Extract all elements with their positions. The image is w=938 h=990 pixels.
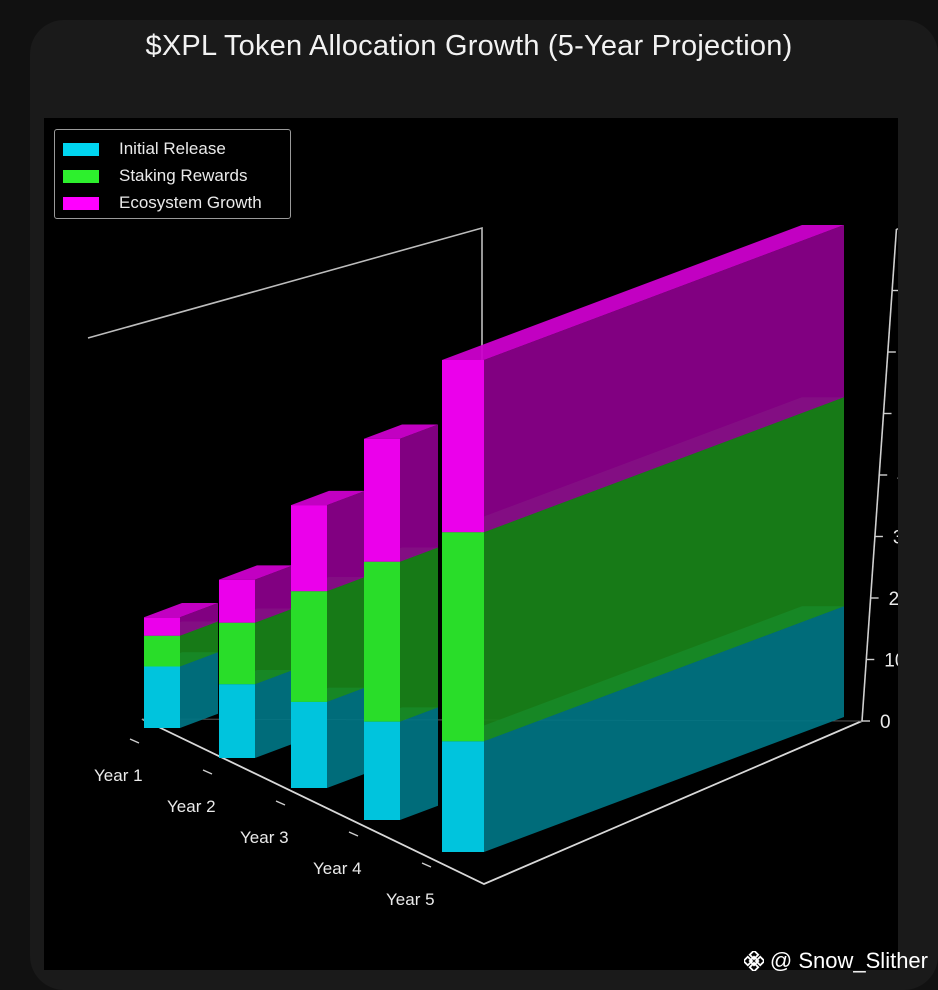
- chart-legend: Initial Release Staking Rewards Ecosyste…: [54, 129, 291, 219]
- x-tick-label: Year 3: [240, 828, 289, 847]
- binance-logo-icon: [743, 951, 764, 971]
- chart-title: $XPL Token Allocation Growth (5-Year Pro…: [145, 30, 793, 62]
- bar-side-staking-rewards-year-4: [400, 547, 438, 722]
- bar-year-4: [364, 424, 438, 820]
- bar-top-ecosystem-growth-year-2: [219, 565, 293, 580]
- bar-side-initial-release-year-5: [484, 606, 844, 852]
- bar-segment-ecosystem-growth-year-5: [442, 360, 484, 533]
- legend-swatch-initial-release: [63, 142, 99, 156]
- x-tick-mark: [421, 862, 432, 868]
- bar-side-staking-rewards-year-2: [255, 608, 293, 685]
- bar-side-initial-release-year-1: [180, 652, 218, 728]
- bar-year-3: [291, 490, 365, 788]
- bar-side-initial-release-year-3: [327, 687, 365, 788]
- bar-segment-initial-release-year-1: [144, 666, 180, 728]
- bar-side-ecosystem-growth-year-5: [484, 225, 844, 533]
- z-tick-label: 20: [889, 589, 898, 610]
- bar-segment-initial-release-year-3: [291, 701, 327, 788]
- bar-segment-staking-rewards-year-3: [291, 591, 327, 702]
- bar-segment-staking-rewards-year-4: [364, 561, 400, 722]
- bar-side-initial-release-year-4: [400, 707, 438, 820]
- bar-year-2: [219, 565, 293, 758]
- bar-top-ecosystem-growth-year-5: [442, 225, 844, 360]
- legend-item-initial-release: Initial Release: [63, 138, 226, 160]
- bar-top-ecosystem-growth-year-4: [364, 424, 438, 439]
- z-tick-label: 0: [880, 712, 891, 733]
- x-tick-label: Year 2: [167, 797, 216, 816]
- x-tick-mark: [275, 800, 286, 806]
- bars: [144, 225, 844, 852]
- legend-swatch-staking-rewards: [63, 169, 99, 183]
- bar-segment-ecosystem-growth-year-2: [219, 579, 255, 623]
- bar-segment-initial-release-year-2: [219, 684, 255, 758]
- x-tick-label: Year 5: [386, 890, 435, 909]
- legend-label-ecosystem-growth: Ecosystem Growth: [119, 193, 262, 212]
- x-tick-mark: [129, 738, 140, 744]
- bar-top-ecosystem-growth-year-3: [291, 490, 365, 506]
- bar-top-ecosystem-growth-year-1: [144, 603, 218, 618]
- x-tick-mark: [202, 769, 213, 775]
- bar-side-ecosystem-growth-year-1: [180, 603, 218, 636]
- x-tick-label: Year 1: [94, 766, 143, 785]
- watermark: @ Snow_Slither: [743, 948, 928, 974]
- watermark-text: @ Snow_Slither: [769, 948, 928, 973]
- bar-side-staking-rewards-year-5: [484, 397, 844, 742]
- bar-segment-staking-rewards-year-5: [442, 532, 484, 742]
- x-tick-label: Year 4: [313, 859, 362, 878]
- z-tick-label: 10: [884, 651, 898, 672]
- z-tick-label: 30: [893, 528, 898, 549]
- legend-swatch-ecosystem-growth: [63, 196, 99, 210]
- bar-segment-staking-rewards-year-2: [219, 622, 255, 685]
- bar-side-initial-release-year-2: [255, 669, 293, 758]
- legend-label-initial-release: Initial Release: [119, 139, 226, 158]
- bar-side-staking-rewards-year-1: [180, 621, 218, 667]
- bar-segment-staking-rewards-year-1: [144, 635, 180, 667]
- legend-item-staking-rewards: Staking Rewards: [63, 165, 248, 187]
- bar-side-ecosystem-growth-year-3: [327, 490, 365, 592]
- z-axis: 01020304050607080: [861, 228, 898, 733]
- bar-year-1: [144, 603, 218, 728]
- bar-side-ecosystem-growth-year-2: [255, 565, 293, 623]
- bar-segment-ecosystem-growth-year-4: [364, 438, 400, 562]
- bar-side-staking-rewards-year-3: [327, 576, 365, 702]
- bar-segment-ecosystem-growth-year-3: [291, 505, 327, 592]
- legend-label-staking-rewards: Staking Rewards: [119, 166, 248, 185]
- z-tick-label: 40: [897, 466, 898, 487]
- bar-segment-initial-release-year-5: [442, 741, 484, 852]
- bar-year-5: [442, 225, 844, 852]
- bar-side-ecosystem-growth-year-4: [400, 424, 438, 562]
- bar-segment-initial-release-year-4: [364, 721, 400, 820]
- floor-edges: [141, 718, 863, 885]
- legend-item-ecosystem-growth: Ecosystem Growth: [63, 192, 262, 214]
- x-axis: Year 1 Year 2 Year 3 Year 4 Year 5: [94, 738, 435, 909]
- bar-segment-ecosystem-growth-year-1: [144, 617, 180, 636]
- x-tick-mark: [348, 831, 359, 837]
